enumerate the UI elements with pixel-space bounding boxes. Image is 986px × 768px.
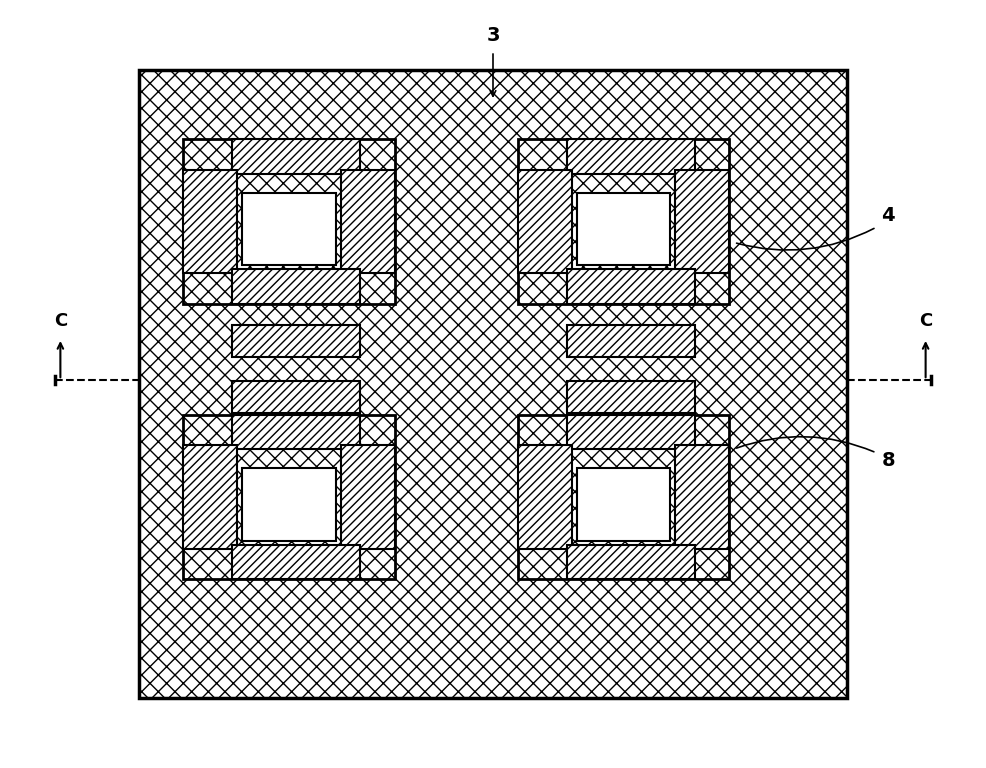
Bar bbox=[340, 445, 394, 548]
Bar bbox=[567, 381, 694, 413]
Bar bbox=[567, 270, 694, 303]
Bar bbox=[518, 139, 729, 303]
Bar bbox=[340, 170, 394, 273]
Bar bbox=[233, 415, 360, 449]
Bar bbox=[233, 381, 360, 413]
Text: 8: 8 bbox=[881, 451, 895, 470]
Bar bbox=[567, 139, 694, 174]
Bar bbox=[577, 193, 669, 266]
Bar bbox=[233, 325, 360, 357]
Bar bbox=[183, 139, 394, 303]
Bar bbox=[518, 415, 729, 579]
Bar bbox=[518, 445, 572, 548]
Text: 4: 4 bbox=[881, 206, 895, 225]
Bar bbox=[183, 415, 394, 579]
Text: C: C bbox=[54, 313, 67, 330]
Bar bbox=[674, 170, 729, 273]
Bar bbox=[183, 170, 238, 273]
Bar bbox=[183, 445, 238, 548]
Bar bbox=[567, 325, 694, 357]
Bar bbox=[567, 545, 694, 579]
Bar bbox=[518, 170, 572, 273]
Bar bbox=[567, 415, 694, 449]
Bar bbox=[674, 445, 729, 548]
Bar bbox=[243, 468, 335, 541]
Bar bbox=[233, 270, 360, 303]
Bar bbox=[139, 70, 847, 698]
Text: 3: 3 bbox=[486, 26, 500, 45]
Bar bbox=[233, 139, 360, 174]
Bar bbox=[243, 193, 335, 266]
Text: C: C bbox=[919, 313, 932, 330]
Bar bbox=[577, 468, 669, 541]
Bar bbox=[233, 545, 360, 579]
